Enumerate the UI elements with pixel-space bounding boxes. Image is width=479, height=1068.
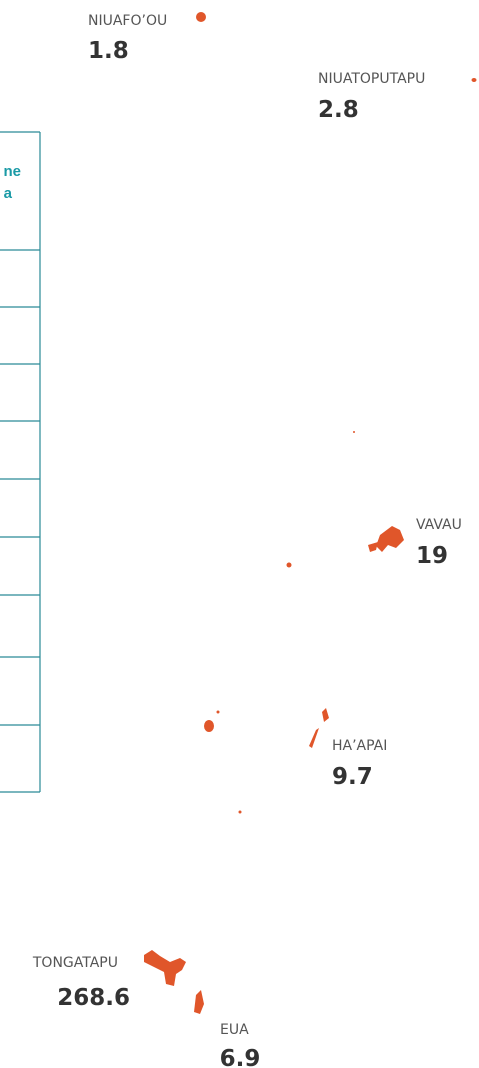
region-name: NIUATOPUTAPU: [318, 71, 425, 87]
table-fragment: ne a: [0, 131, 41, 793]
region-value: 268.6: [57, 985, 130, 1011]
island: [194, 990, 204, 1014]
island: [376, 526, 404, 552]
header-text: ne: [3, 163, 21, 180]
region-value: 9.7: [332, 764, 373, 790]
region-name: EUA: [220, 1022, 249, 1038]
island: [322, 708, 329, 722]
region-name: VAVAU: [416, 517, 462, 533]
island: [196, 12, 206, 22]
island: [353, 431, 355, 433]
island: [286, 562, 292, 568]
region-name: NIUAFO’OU: [88, 13, 167, 29]
region-name: HA’APAI: [332, 738, 387, 754]
header-text: a: [4, 185, 13, 202]
region-value: 6.9: [220, 1046, 261, 1068]
region-name: TONGATAPU: [32, 955, 118, 971]
island: [368, 542, 378, 552]
island: [144, 950, 186, 986]
island: [238, 810, 242, 814]
region-value: 19: [416, 543, 448, 569]
labels: NIUAFO’OU 1.8 NIUATOPUTAPU 2.8 VAVAU 19 …: [32, 13, 462, 1068]
island: [216, 710, 220, 714]
island: [204, 720, 214, 732]
region-value: 2.8: [318, 97, 359, 123]
region-value: 1.8: [88, 38, 129, 64]
islands: [144, 12, 477, 1014]
island: [471, 78, 477, 82]
island: [309, 728, 319, 748]
